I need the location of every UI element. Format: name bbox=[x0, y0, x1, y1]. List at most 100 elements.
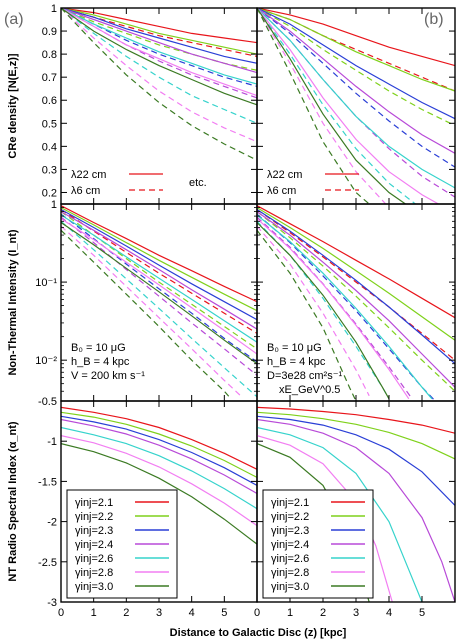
series-line-b-intensity-2.2-dashed bbox=[257, 211, 455, 392]
series-line-b-intensity-2.2-solid bbox=[257, 207, 455, 341]
y-axis-labels-layer: CRe density [N(E,z)] Non-Thermal Intensit… bbox=[7, 53, 19, 581]
x-tick-label: 1 bbox=[91, 607, 97, 619]
series-line-a-density-3.0-solid bbox=[61, 8, 257, 106]
series-line-b-density-2.8-dashed bbox=[257, 8, 387, 204]
y-tick-label: 0.7 bbox=[42, 72, 57, 84]
y-axis-label-density: CRe density [N(E,z)] bbox=[7, 53, 19, 158]
panel-label-b: (b) bbox=[424, 11, 444, 28]
series-line-b-density-2.2-solid bbox=[257, 8, 455, 92]
series-line-b-index-2.1-solid bbox=[257, 406, 455, 434]
series-line-a-density-2.4-solid bbox=[61, 8, 257, 74]
legend-entry-label: γinj=2.4 bbox=[75, 539, 113, 551]
x-tick-label: 5 bbox=[221, 607, 227, 619]
series-line-a-intensity-2.3-dashed bbox=[61, 213, 257, 363]
panel-b-density: λ22 cm λ6 cm bbox=[256, 7, 456, 205]
series-line-a-density-2.2-solid bbox=[61, 8, 257, 55]
series-line-a-index-2.6-solid bbox=[61, 426, 257, 510]
legend-solid-label: λ22 cm bbox=[71, 169, 106, 181]
legend-extra-label: etc. bbox=[189, 177, 207, 189]
series-line-b-density-2.3-solid bbox=[257, 8, 455, 120]
legend-entry-label: γinj=2.1 bbox=[75, 497, 113, 509]
panel-a-intensity: 1 10⁻¹ 10⁻² B₀ = 10 μG h_B = 4 kpc V = 200 km… bbox=[35, 199, 258, 402]
series-line-a-density-2.4-dashed bbox=[61, 8, 257, 99]
x-tick-label: 3 bbox=[156, 607, 162, 619]
x-tick-label: 1 bbox=[287, 607, 293, 619]
parameter-annotation: D=3e28 cm²s⁻¹ bbox=[267, 370, 343, 382]
panel-b-intensity: B₀ = 10 μG h_B = 4 kpc D=3e28 cm²s⁻¹ xE_GeV… bbox=[256, 203, 456, 402]
series-layer bbox=[61, 205, 257, 400]
series-layer bbox=[257, 205, 455, 401]
y-tick-label: 0.5 bbox=[42, 118, 57, 130]
legend-entry-label: γinj=2.8 bbox=[271, 567, 309, 579]
series-line-a-intensity-2.4-dashed bbox=[61, 216, 257, 376]
series-line-a-index-2.4-solid bbox=[61, 418, 257, 495]
series-line-b-intensity-2.8-dashed bbox=[257, 225, 370, 397]
y-tick-label: 10⁻¹ bbox=[35, 277, 57, 289]
series-line-a-intensity-3.0-solid bbox=[61, 222, 257, 365]
series-line-a-density-2.3-solid bbox=[61, 8, 257, 64]
x-tick-label: 2 bbox=[123, 607, 129, 619]
series-layer bbox=[257, 406, 455, 602]
x-tick-label: 3 bbox=[353, 607, 359, 619]
series-line-b-density-2.1-solid bbox=[257, 8, 455, 67]
panels-layer: 1 0.9 0.8 0.7 0.6 0.5 0.4 0.3 0.2 λ22 cm λ6 cm etc.… bbox=[35, 3, 456, 619]
x-tick-label: 2 bbox=[320, 607, 326, 619]
series-line-b-density-2.6-solid bbox=[257, 8, 455, 189]
series-line-a-index-2.2-solid bbox=[61, 411, 257, 478]
series-line-a-intensity-2.1-solid bbox=[61, 205, 257, 303]
y-tick-label: 0.8 bbox=[42, 49, 57, 61]
series-line-b-intensity-2.3-dashed bbox=[257, 213, 436, 401]
series-line-a-density-2.8-dashed bbox=[61, 8, 257, 143]
legend-entry-label: γinj=2.1 bbox=[271, 497, 309, 509]
parameter-annotation: B₀ = 10 μG bbox=[267, 342, 322, 354]
series-line-b-index-2.4-solid bbox=[257, 418, 455, 602]
series-line-b-density-2.2-dashed bbox=[257, 8, 455, 127]
y-tick-label: 0.2 bbox=[42, 187, 57, 199]
x-tick-label: 0 bbox=[254, 607, 260, 619]
series-line-b-index-2.2-solid bbox=[257, 411, 455, 460]
series-line-a-intensity-2.6-dashed bbox=[61, 220, 257, 398]
panel-a-index: -0.5-1-1.5-2-2.5-30 1 2 3 4 5γinj=2.1γinj=2.2… bbox=[38, 396, 258, 619]
series-line-b-intensity-2.3-solid bbox=[257, 208, 455, 365]
series-line-a-density-2.6-solid bbox=[61, 8, 257, 85]
panel-b-index: 0 1 2 3 4 5 γinj=2.1 γinj=2.2 γinj=2.3 γinj=2.4 γi… bbox=[254, 400, 456, 619]
series-line-b-density-3.0-dashed bbox=[257, 8, 370, 204]
y-axis-label-index: NT Radio Spectral Index (α_nt) bbox=[7, 421, 19, 582]
series-line-a-intensity-2.1-dashed bbox=[61, 208, 257, 334]
x-tick-label: 0 bbox=[58, 607, 64, 619]
parameter-annotation: h_B = 4 kpc bbox=[267, 356, 326, 368]
series-line-a-intensity-2.2-solid bbox=[61, 207, 257, 312]
legend-dashed-label: λ6 cm bbox=[71, 185, 100, 197]
y-tick-label: 0.9 bbox=[42, 26, 57, 38]
y-tick-label: 0.3 bbox=[42, 164, 57, 176]
panel-label-a: (a) bbox=[4, 11, 24, 28]
parameter-annotation: h_B = 4 kpc bbox=[71, 356, 130, 368]
series-line-a-density-2.8-solid bbox=[61, 8, 257, 97]
legend-entry-label: γinj=2.6 bbox=[271, 553, 309, 565]
legend-entry-label: γinj=2.2 bbox=[75, 511, 113, 523]
y-tick-label: -2.5 bbox=[38, 557, 57, 569]
series-line-a-density-2.1-dashed bbox=[61, 8, 257, 57]
parameter-annotation: B₀ = 10 μG bbox=[71, 342, 126, 354]
series-line-a-index-3.0-solid bbox=[61, 443, 257, 545]
legend-entry-label: γinj=3.0 bbox=[271, 581, 309, 593]
legend-entry-label: γinj=2.2 bbox=[271, 511, 309, 523]
series-line-b-index-2.3-solid bbox=[257, 415, 455, 506]
parameter-annotation: V = 200 km s⁻¹ bbox=[71, 370, 145, 382]
y-tick-label: 0.6 bbox=[42, 95, 57, 107]
series-line-b-density-3.0-solid bbox=[257, 8, 406, 204]
legend-entry-label: γinj=2.3 bbox=[75, 525, 113, 537]
series-line-a-density-3.0-dashed bbox=[61, 8, 257, 161]
series-line-b-intensity-2.6-solid bbox=[257, 214, 433, 400]
series-line-a-intensity-2.4-solid bbox=[61, 211, 257, 330]
series-line-b-density-2.6-dashed bbox=[257, 8, 416, 204]
y-tick-label: 0.4 bbox=[42, 141, 57, 153]
legend-entry-label: γinj=3.0 bbox=[75, 581, 113, 593]
legend-entry-label: γinj=2.4 bbox=[271, 539, 309, 551]
series-line-a-intensity-2.2-dashed bbox=[61, 211, 257, 350]
x-tick-label: 5 bbox=[419, 607, 425, 619]
x-axis-label: Distance to Galactic Disc (z) [kpc] bbox=[170, 627, 347, 639]
y-tick-label: -0.5 bbox=[38, 396, 57, 408]
series-line-b-index-2.6-solid bbox=[257, 426, 423, 602]
